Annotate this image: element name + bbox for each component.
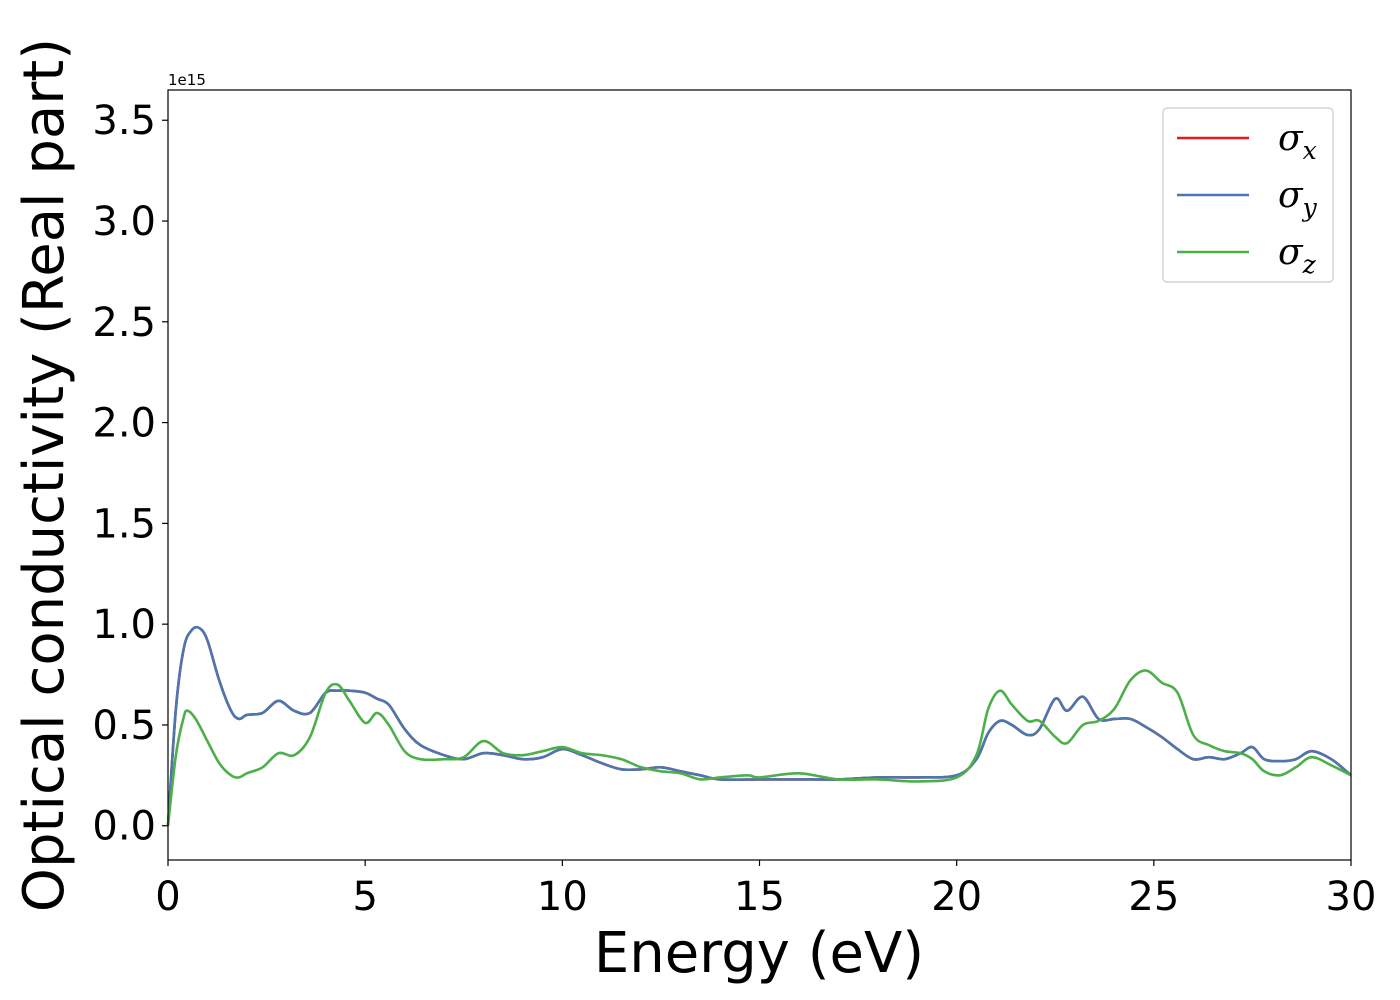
y-tick-label: 2.0 bbox=[92, 401, 156, 447]
x-tick-label: 15 bbox=[734, 874, 785, 920]
x-tick-label: 25 bbox=[1128, 874, 1179, 920]
x-axis-ticks: 0 5 10 15 20 25 30 bbox=[155, 860, 1376, 920]
y-tick-label: 1.0 bbox=[92, 602, 156, 648]
series-line-z bbox=[166, 669, 1352, 826]
y-tick-label: 0.5 bbox=[92, 703, 156, 749]
y-tick-label: 3.5 bbox=[92, 98, 156, 144]
y-tick-label: 2.5 bbox=[92, 300, 156, 346]
x-axis-label: Energy (eV) bbox=[594, 921, 924, 986]
y-tick-label: 1.5 bbox=[92, 501, 156, 547]
series-line-y bbox=[166, 625, 1352, 826]
y-axis-label: Optical conductivity (Real part) bbox=[12, 38, 77, 912]
x-tick-label: 0 bbox=[155, 874, 180, 920]
y-offset-label: 1e15 bbox=[168, 71, 206, 89]
x-tick-label: 20 bbox=[931, 874, 982, 920]
series-layer bbox=[166, 625, 1352, 826]
y-tick-label: 0.0 bbox=[92, 804, 156, 850]
x-tick-label: 30 bbox=[1326, 874, 1377, 920]
x-tick-label: 10 bbox=[537, 874, 588, 920]
y-axis-ticks: 0.0 0.5 1.0 1.5 2.0 2.5 3.0 3.5 bbox=[92, 98, 168, 850]
x-tick-label: 5 bbox=[352, 874, 377, 920]
y-tick-label: 3.0 bbox=[92, 199, 156, 245]
